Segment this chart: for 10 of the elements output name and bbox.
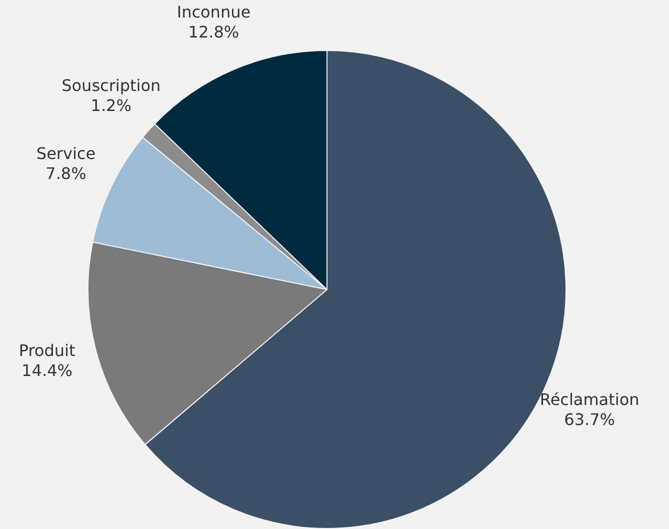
slice-label: Service — [36, 144, 96, 164]
data-label: 63.7% — [564, 410, 615, 429]
data-label: 7.8% — [46, 164, 86, 184]
data-label: 1.2% — [90, 96, 132, 116]
slice-label: Produit — [18, 341, 76, 360]
data-label: 14.4% — [22, 361, 72, 380]
slice-label: Inconnue — [176, 2, 251, 22]
data-label: 12.8% — [188, 22, 240, 42]
slice-label: Réclamation — [540, 390, 640, 409]
slice-label: Souscription — [62, 76, 161, 96]
